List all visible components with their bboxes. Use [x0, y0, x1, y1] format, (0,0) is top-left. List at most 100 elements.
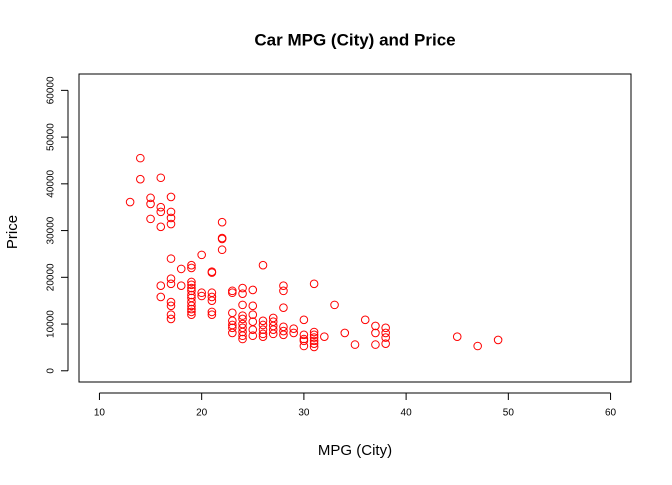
point	[350, 340, 360, 349]
point	[176, 264, 186, 274]
x-axis-label: MPG (City)	[318, 442, 392, 459]
point	[187, 290, 196, 300]
point	[473, 341, 482, 351]
point	[238, 289, 247, 298]
point	[309, 279, 319, 289]
point	[330, 300, 339, 310]
point	[279, 330, 288, 340]
point	[268, 325, 278, 334]
point	[279, 281, 288, 291]
point	[381, 333, 390, 342]
point	[146, 199, 155, 209]
point	[136, 153, 145, 163]
x-tick-label: 50	[503, 408, 515, 419]
point	[166, 314, 176, 324]
point	[258, 260, 268, 270]
plot-frame	[78, 73, 632, 383]
point	[197, 250, 206, 260]
point	[299, 341, 309, 351]
point	[228, 308, 237, 318]
point	[309, 342, 319, 352]
point	[248, 325, 258, 334]
point	[187, 263, 196, 273]
point	[217, 234, 227, 244]
point	[299, 315, 309, 325]
point	[166, 310, 176, 319]
point	[289, 324, 298, 334]
point	[309, 336, 319, 346]
point	[217, 245, 227, 255]
point	[197, 291, 206, 301]
point	[187, 280, 196, 290]
point	[360, 315, 370, 325]
point	[187, 277, 196, 287]
point	[156, 222, 166, 232]
point	[371, 328, 380, 338]
point	[187, 307, 196, 317]
point	[187, 260, 196, 270]
point	[136, 174, 145, 184]
x-tick-label: 10	[94, 408, 106, 419]
point	[248, 285, 258, 295]
point	[207, 310, 217, 319]
point	[187, 310, 196, 319]
point	[166, 274, 176, 284]
y-tick-label: 60000	[46, 76, 57, 104]
point	[258, 316, 268, 326]
point	[279, 286, 288, 296]
point	[156, 202, 166, 212]
point	[166, 207, 176, 217]
point	[258, 320, 268, 330]
point	[187, 283, 196, 293]
point	[187, 301, 196, 311]
point	[238, 314, 247, 324]
point	[156, 281, 166, 291]
point	[248, 331, 258, 341]
point	[228, 316, 237, 326]
y-axis-label: Price	[4, 215, 21, 249]
point	[289, 328, 298, 338]
point	[187, 304, 196, 314]
point	[258, 325, 268, 334]
point	[146, 214, 155, 224]
point	[197, 288, 206, 298]
point	[258, 329, 268, 339]
y-tick-label: 20000	[46, 263, 57, 291]
point	[156, 173, 166, 183]
point	[279, 326, 288, 336]
point	[166, 254, 176, 263]
point	[371, 321, 380, 331]
point	[166, 301, 176, 311]
point	[248, 301, 258, 311]
point	[299, 330, 309, 340]
point	[340, 328, 350, 338]
point	[320, 332, 329, 341]
point	[207, 296, 217, 305]
point	[381, 328, 390, 338]
point	[238, 300, 247, 310]
point	[299, 336, 309, 346]
point	[146, 193, 155, 203]
point	[371, 340, 380, 349]
point	[238, 331, 247, 341]
point	[166, 219, 176, 229]
point	[228, 328, 237, 338]
point	[228, 286, 237, 296]
point	[238, 334, 247, 344]
point	[166, 213, 176, 223]
y-tick-label: 40000	[46, 169, 57, 197]
point	[166, 192, 176, 202]
point	[207, 268, 217, 277]
point	[309, 333, 319, 342]
point	[381, 323, 390, 333]
point	[452, 332, 462, 341]
point	[258, 332, 268, 341]
point	[493, 335, 503, 345]
point	[248, 310, 258, 319]
point	[166, 297, 176, 307]
x-tick-label: 20	[196, 408, 208, 419]
point	[238, 311, 247, 320]
point	[238, 283, 247, 293]
point	[228, 323, 237, 333]
